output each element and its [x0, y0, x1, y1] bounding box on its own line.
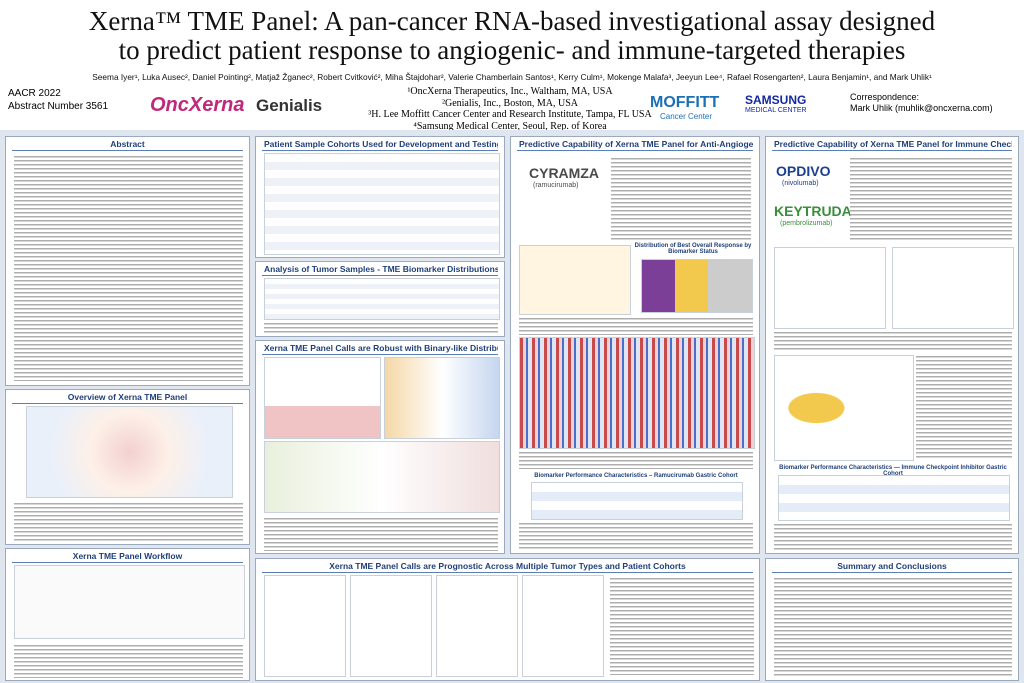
figure	[522, 575, 604, 677]
text-block	[610, 577, 754, 675]
abstract-number: Abstract Number 3561	[8, 101, 109, 112]
section-title: Abstract	[12, 137, 243, 151]
figure	[531, 482, 743, 520]
panel: Patient Sample Cohorts Used for Developm…	[255, 136, 505, 258]
figure	[264, 278, 500, 320]
drug-logo: KEYTRUDA	[774, 203, 852, 219]
figure	[641, 259, 753, 313]
affiliation: ¹OncXerna Therapeutics, Inc., Waltham, M…	[407, 86, 613, 97]
text-block	[611, 157, 751, 241]
logo: Cancer Center	[660, 112, 713, 121]
panel: Predictive Capability of Xerna TME Panel…	[510, 136, 760, 554]
section-title: Xerna TME Panel Workflow	[12, 549, 243, 563]
figure	[519, 245, 631, 315]
text-block	[264, 322, 498, 335]
drug-logo: CYRAMZA	[529, 165, 599, 181]
figure	[778, 475, 1010, 521]
text-block	[916, 355, 1012, 459]
text-block	[519, 317, 753, 335]
figure	[26, 406, 233, 498]
figure	[436, 575, 518, 677]
text-block	[14, 155, 243, 381]
logo: SAMSUNG	[745, 93, 807, 107]
affiliations: ¹OncXerna Therapeutics, Inc., Waltham, M…	[350, 86, 670, 132]
figure	[264, 441, 500, 513]
text-block	[850, 157, 1012, 241]
drug-logo: (ramucirumab)	[533, 182, 579, 189]
section-title: Xerna TME Panel Calls are Prognostic Acr…	[262, 559, 753, 573]
affiliation: ⁴Samsung Medical Center, Seoul, Rep. of …	[413, 120, 607, 132]
section-title: Predictive Capability of Xerna TME Panel…	[517, 139, 753, 151]
figure	[774, 355, 914, 461]
panel: Predictive Capability of Xerna TME Panel…	[765, 136, 1019, 554]
drug-logo: (nivolumab)	[782, 180, 819, 187]
logo: Genialis	[256, 96, 323, 115]
subhead: Distribution of Best Overall Response by…	[634, 243, 752, 255]
panel: Analysis of Tumor Samples - TME Biomarke…	[255, 261, 505, 337]
text-block	[14, 502, 243, 542]
correspondence: Mark Uhlik (muhlik@oncxerna.com)	[850, 103, 993, 113]
section-title: Predictive Capability of Xerna TME Panel…	[772, 139, 1012, 151]
panel: Summary and Conclusions	[765, 558, 1019, 681]
panel: Abstract	[5, 136, 250, 386]
subhead: Biomarker Performance Characteristics — …	[779, 465, 1007, 477]
figure	[350, 575, 432, 677]
panel: Xerna TME Panel Workflow	[5, 548, 250, 681]
meeting: AACR 2022	[8, 88, 61, 99]
title-line: to predict patient response to angiogeni…	[118, 35, 906, 65]
text-block	[774, 523, 1012, 551]
panel: Xerna TME Panel Calls are Prognostic Acr…	[255, 558, 760, 681]
figure	[264, 357, 381, 439]
authors: Seema Iyer¹, Luka Ausec², Daniel Pointin…	[92, 72, 932, 82]
drug-logo: (pembrolizumab)	[780, 220, 833, 227]
section-title: Summary and Conclusions	[772, 559, 1012, 573]
correspondence-label: Correspondence:	[850, 92, 920, 102]
drug-logo: OPDIVO	[776, 163, 831, 179]
section-title: Analysis of Tumor Samples - TME Biomarke…	[262, 264, 498, 276]
figure	[892, 247, 1014, 329]
text-block	[264, 517, 498, 551]
section-title: Patient Sample Cohorts Used for Developm…	[262, 139, 498, 151]
figure	[14, 565, 245, 639]
logo: MOFFITT	[650, 94, 720, 111]
logo: MEDICAL CENTER	[745, 107, 807, 114]
figure	[384, 357, 500, 439]
figure	[774, 247, 886, 329]
section-title: Overview of Xerna TME Panel	[12, 390, 243, 404]
panel: Overview of Xerna TME Panel	[5, 389, 250, 545]
logo: OncXerna	[150, 94, 245, 116]
affiliation: ²Genialis, Inc., Boston, MA, USA	[441, 97, 579, 109]
figure	[519, 337, 755, 449]
section-title: Xerna TME Panel Calls are Robust with Bi…	[262, 343, 498, 355]
panel: Xerna TME Panel Calls are Robust with Bi…	[255, 340, 505, 554]
text-block	[774, 331, 1012, 351]
text-block	[14, 644, 243, 678]
figure	[264, 575, 346, 677]
affiliation: ³H. Lee Moffitt Cancer Center and Resear…	[368, 109, 652, 120]
text-block	[519, 522, 753, 550]
figure	[264, 153, 500, 255]
text-block	[519, 451, 753, 469]
subhead: Biomarker Performance Characteristics – …	[534, 473, 738, 479]
text-block	[774, 577, 1012, 677]
title-line: Xerna™ TME Panel: A pan-cancer RNA-based…	[88, 6, 936, 36]
